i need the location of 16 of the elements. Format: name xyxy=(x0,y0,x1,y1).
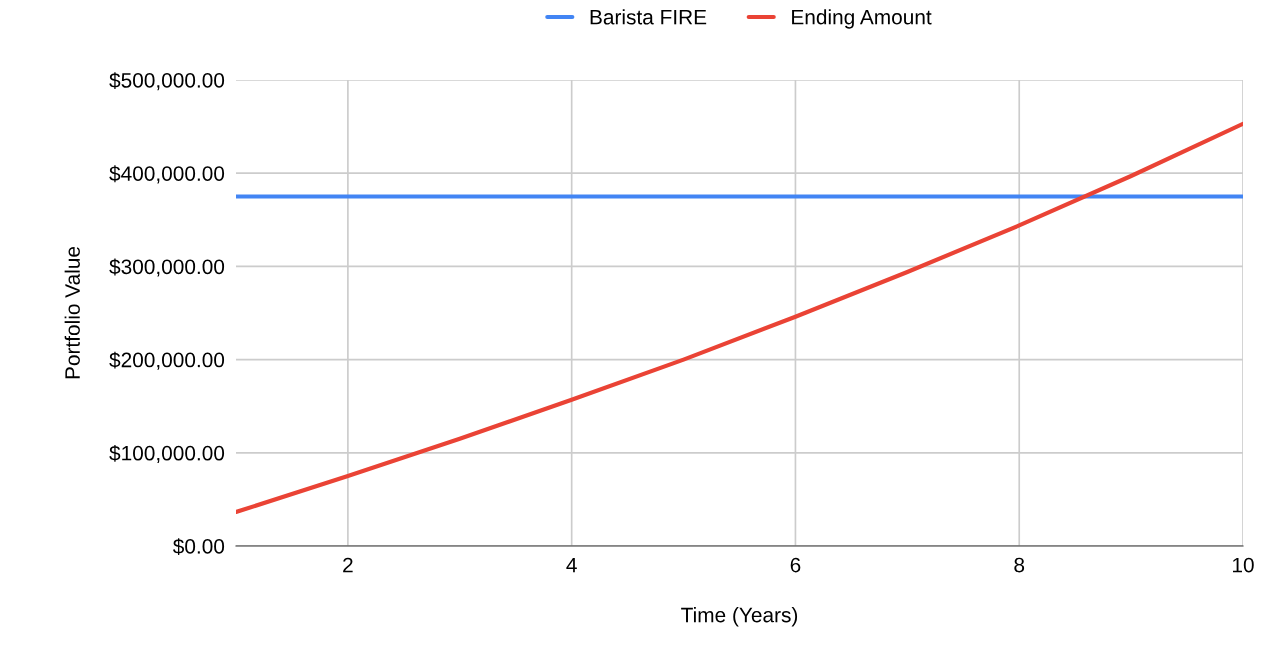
y-tick-label: $200,000.00 xyxy=(109,351,225,370)
x-tick-label: 10 xyxy=(1233,557,1254,573)
y-tick-label: $500,000.00 xyxy=(109,72,225,91)
legend-label: Barista FIRE xyxy=(590,9,707,25)
x-axis-title: Time (Years) xyxy=(681,607,798,627)
line-series xyxy=(236,121,1243,515)
y-tick-label: $0.00 xyxy=(172,538,225,555)
y-axis-title: Portfolio Value xyxy=(64,246,80,379)
y-tick-label: $300,000.00 xyxy=(109,258,225,277)
y-tick-label: $400,000.00 xyxy=(109,165,225,184)
x-tick-label: 6 xyxy=(790,557,801,573)
x-tick-label: 2 xyxy=(343,557,353,573)
x-tick-label: 8 xyxy=(1014,557,1025,573)
y-tick-label: $100,000.00 xyxy=(109,444,225,464)
x-tick-label: 4 xyxy=(566,557,577,573)
legend-label: Ending Amount xyxy=(792,9,932,29)
